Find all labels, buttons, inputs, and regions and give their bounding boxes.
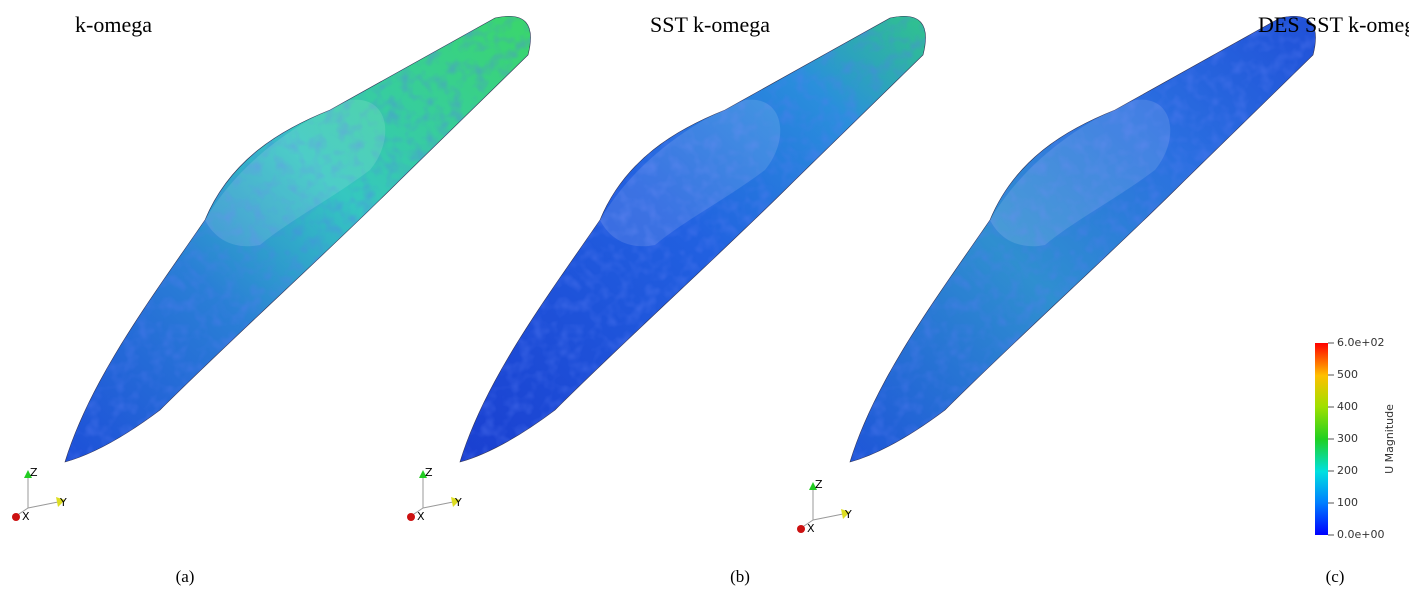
colorbar-tick-label: 100: [1337, 496, 1358, 509]
axis-x-head: [407, 513, 415, 521]
colorbar-tick-label: 0.0e+00: [1337, 528, 1384, 541]
axis-label: Y: [59, 496, 67, 509]
axis-y: [813, 514, 843, 520]
fuselage: [850, 16, 1316, 462]
colorbar-tick-label: 400: [1337, 400, 1358, 413]
fuselage-texture: [460, 16, 926, 462]
axis-x-head: [797, 525, 805, 533]
colorbar-tick-label: 6.0e+02: [1337, 336, 1384, 349]
axis-y: [423, 502, 453, 508]
panel-caption: (a): [176, 567, 195, 586]
colorbar: 6.0e+02 500 400 300 200 100 0.0e+00 U Magnitude: [1315, 336, 1396, 541]
colorbar-title: U Magnitude: [1383, 404, 1396, 474]
figure: k-omega (a) Z Y X SST k-omega (b) Z Y X DES SST k-…: [0, 0, 1409, 593]
axis-label: Y: [844, 508, 852, 521]
panel-caption: (b): [730, 567, 750, 586]
axis-x-head: [12, 513, 20, 521]
axis-label: Y: [454, 496, 462, 509]
axes-triad: Z Y X: [407, 466, 462, 523]
axis-label: Z: [425, 466, 433, 479]
axis-label: X: [22, 510, 30, 523]
axes-triad: Z Y X: [12, 466, 67, 523]
axis-y: [28, 502, 58, 508]
fuselage: [460, 16, 926, 462]
panel-title: SST k-omega: [650, 12, 770, 37]
axes-triad: Z Y X: [797, 478, 852, 535]
panels: k-omega (a) Z Y X SST k-omega (b) Z Y X DES SST k-…: [12, 12, 1409, 586]
colorbar-tick-label: 500: [1337, 368, 1358, 381]
panel-title: k-omega: [75, 12, 152, 37]
fuselage-texture: [850, 16, 1316, 462]
panel-caption: (c): [1326, 567, 1345, 586]
axis-label: X: [417, 510, 425, 523]
axis-label: Z: [30, 466, 38, 479]
axis-label: Z: [815, 478, 823, 491]
colorbar-tick-label: 300: [1337, 432, 1358, 445]
panel: SST k-omega (b) Z Y X: [407, 12, 926, 586]
axis-label: X: [807, 522, 815, 535]
fuselage-texture: [65, 16, 531, 462]
colorbar-gradient: [1315, 343, 1328, 535]
fuselage: [65, 16, 531, 462]
panel-title: DES SST k-omega: [1258, 12, 1409, 37]
colorbar-tick-label: 200: [1337, 464, 1358, 477]
